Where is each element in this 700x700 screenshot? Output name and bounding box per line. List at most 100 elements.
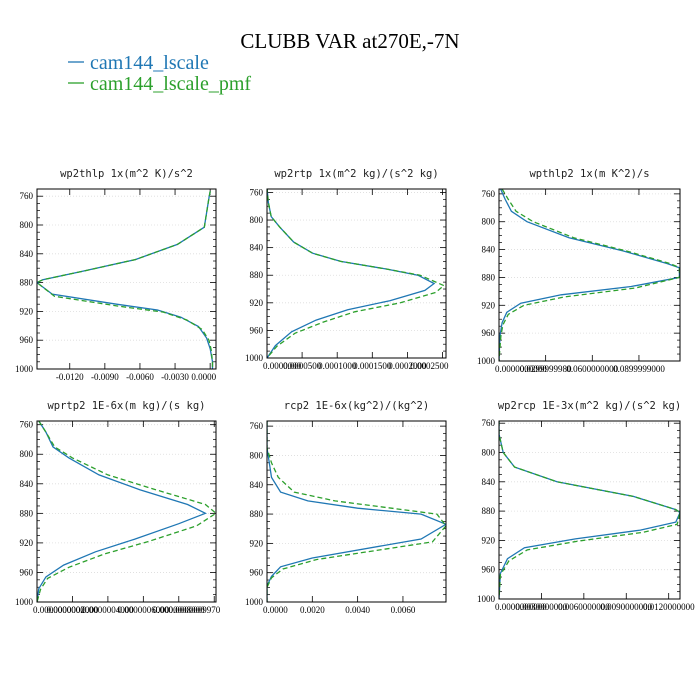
y-tick-label: 840 xyxy=(20,249,34,259)
y-tick-label: 760 xyxy=(482,189,496,199)
series-line-lscale-pmf xyxy=(37,421,216,602)
x-tick-label: 0.0001500 xyxy=(353,361,392,371)
y-tick-label: 840 xyxy=(482,245,496,255)
x-tick-label: 0.0000009970 xyxy=(168,605,220,615)
x-tick-label: 0.0899999000 xyxy=(613,364,665,374)
panel-title: wp2thlp 1x(m^2 K)/s^2 xyxy=(60,168,193,180)
panel-2: wp2rtp 1x(m^2 kg)/(s^2 kg) 760 800 840 880 92… xyxy=(245,168,449,371)
x-tick-label: 0.0002500 xyxy=(410,361,449,371)
x-tick-label: 0.0000004000 xyxy=(82,605,134,615)
x-tick-label: 0.0000008000 xyxy=(153,605,205,615)
y-tick-label: 1000 xyxy=(477,356,496,366)
panel-6: wp2rcp 1E-3x(m^2 kg)/(s^2 kg)760 800 840 88… xyxy=(477,400,695,612)
panel-3: wpthlp2 1x(m K^2)/s 760 800 840 880 920 960 100… xyxy=(477,168,681,374)
panel-4: wprtp2 1E-6x(m kg)/(s kg) 760 800 840 880 920… xyxy=(15,400,221,615)
plot-frame xyxy=(266,420,447,603)
x-tick-label: -0.0090 xyxy=(91,372,119,382)
x-tick-label: -0.0120 xyxy=(56,372,84,382)
series-line-lscale-pmf xyxy=(499,189,680,361)
y-tick-label: 880 xyxy=(250,509,264,519)
x-tick-label: 0.0060000000 xyxy=(558,602,610,612)
x-tick-label: 0.0000006000 xyxy=(117,605,169,615)
y-tick-label: 1000 xyxy=(245,353,264,363)
y-tick-label: 800 xyxy=(20,220,34,230)
plot-frame xyxy=(266,188,447,359)
legend: cam144_lscale cam144_lscale_pmf xyxy=(68,52,251,95)
y-tick-label: 920 xyxy=(20,538,34,548)
y-tick-label: 920 xyxy=(250,538,264,548)
x-tick-label: 0.0040 xyxy=(345,605,370,615)
y-tick-label: 960 xyxy=(250,568,264,578)
y-tick-label: 960 xyxy=(20,335,34,345)
y-tick-label: 920 xyxy=(482,535,496,545)
series-line-lscale-pmf xyxy=(267,421,446,602)
series-line-lscale-pmf xyxy=(37,191,214,369)
y-tick-label: 880 xyxy=(20,508,34,518)
series-line-lscale-pmf xyxy=(267,189,446,358)
x-tick-label: 0.0000000000 xyxy=(33,605,85,615)
y-tick-label: 800 xyxy=(250,215,264,225)
panel-title: rcp2 1E-6x(kg^2)/(kg^2) xyxy=(284,400,429,412)
y-tick-label: 760 xyxy=(250,421,264,431)
x-tick-label: 0.0000000000 xyxy=(495,364,547,374)
series-line-lscale xyxy=(37,421,208,602)
series-line-lscale xyxy=(267,189,436,358)
panel-title: wprtp2 1E-6x(m kg)/(s kg) xyxy=(47,400,205,412)
x-tick-label: 0.0299999980 xyxy=(520,364,572,374)
x-tick-label: -0.0060 xyxy=(126,372,154,382)
y-tick-label: 920 xyxy=(20,306,34,316)
y-tick-label: 960 xyxy=(250,325,264,335)
x-tick-label: 0.0000000000 xyxy=(495,602,547,612)
y-tick-label: 800 xyxy=(482,217,496,227)
series-line-lscale xyxy=(499,189,680,361)
panel-5: rcp2 1E-6x(kg^2)/(kg^2) 760 800 840 880 920 96… xyxy=(245,400,447,615)
y-tick-label: 1000 xyxy=(245,597,264,607)
y-tick-label: 840 xyxy=(20,479,34,489)
x-tick-label: 0.0000 xyxy=(191,372,216,382)
x-tick-label: 0.0120000000 xyxy=(643,602,695,612)
plot-frame xyxy=(36,188,217,370)
x-tick-label: 0.0000500 xyxy=(283,361,322,371)
x-tick-label: 0.0030000000 xyxy=(516,602,568,612)
x-tick-label: 0.0090000000 xyxy=(600,602,652,612)
plot-frame xyxy=(498,420,681,600)
figure-title: CLUBB VAR at270E,-7N xyxy=(240,29,459,53)
x-tick-label: 0.0020 xyxy=(300,605,325,615)
y-tick-label: 880 xyxy=(482,272,496,282)
y-tick-label: 800 xyxy=(482,447,496,457)
y-tick-label: 960 xyxy=(482,565,496,575)
y-tick-label: 800 xyxy=(20,449,34,459)
plot-frame xyxy=(498,188,681,362)
x-tick-label: 0.0000 xyxy=(263,605,288,615)
y-tick-label: 920 xyxy=(482,300,496,310)
panel-title: wp2rtp 1x(m^2 kg)/(s^2 kg) xyxy=(274,168,438,180)
x-tick-label: 0.0000000 xyxy=(263,361,302,371)
y-tick-label: 840 xyxy=(250,243,264,253)
y-tick-label: 880 xyxy=(20,278,34,288)
y-tick-label: 800 xyxy=(250,450,264,460)
series-line-lscale xyxy=(499,421,680,599)
y-tick-label: 1000 xyxy=(15,597,34,607)
y-tick-label: 840 xyxy=(250,480,264,490)
y-tick-label: 1000 xyxy=(477,594,496,604)
x-tick-label: 0.0002000 xyxy=(388,361,427,371)
x-tick-label: 0.0060 xyxy=(391,605,416,615)
x-tick-label: 0.0000002000 xyxy=(47,605,99,615)
legend-label-lscale-pmf: cam144_lscale_pmf xyxy=(90,73,251,95)
y-tick-label: 960 xyxy=(482,328,496,338)
series-line-lscale xyxy=(267,421,446,602)
y-tick-label: 760 xyxy=(20,191,34,201)
x-tick-label: 0.0600000000 xyxy=(566,364,618,374)
legend-label-lscale: cam144_lscale xyxy=(90,52,209,74)
y-tick-label: 840 xyxy=(482,477,496,487)
y-tick-label: 880 xyxy=(482,506,496,516)
y-tick-label: 1000 xyxy=(15,364,34,374)
x-tick-label: 0.0001000 xyxy=(318,361,357,371)
y-tick-label: 760 xyxy=(20,420,34,430)
y-tick-label: 880 xyxy=(250,270,264,280)
y-tick-label: 760 xyxy=(482,418,496,428)
panel-title: wpthlp2 1x(m K^2)/s xyxy=(529,168,649,180)
series-line-lscale-pmf xyxy=(499,421,680,599)
y-tick-label: 960 xyxy=(20,567,34,577)
